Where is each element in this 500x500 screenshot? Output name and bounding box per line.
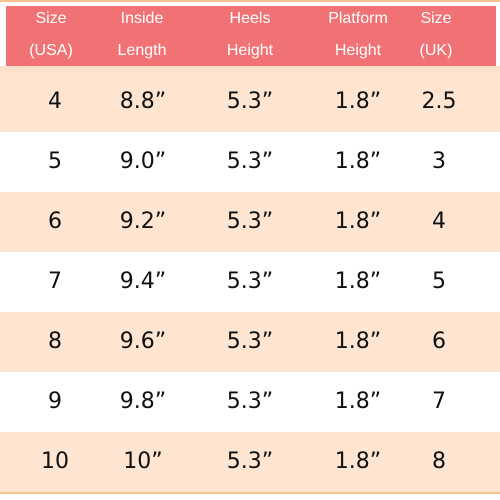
cell-platform-height: 1.8” <box>334 209 382 234</box>
cell-platform-height: 1.8” <box>334 329 382 354</box>
header-label: Size <box>35 10 67 27</box>
table-row: 8 9.6” 5.3” 1.8” 6 <box>0 312 500 372</box>
cell-platform-height: 1.8” <box>334 449 382 474</box>
cell-size-uk: 8 <box>432 449 446 474</box>
top-border <box>0 0 500 2</box>
cell-heels-height: 5.3” <box>226 389 274 414</box>
cell-inside-length: 9.6” <box>119 329 167 354</box>
cell-heels-height: 5.3” <box>226 269 274 294</box>
table-row: 10 10” 5.3” 1.8” 8 <box>0 432 500 492</box>
cell-size-uk: 6 <box>432 329 446 354</box>
cell-inside-length: 8.8” <box>119 89 167 114</box>
header-inside-length: Inside Length <box>108 6 176 66</box>
bottom-border <box>0 492 500 494</box>
cell-platform-height: 1.8” <box>334 89 382 114</box>
cell-size-usa: 5 <box>48 149 62 174</box>
cell-heels-height: 5.3” <box>226 89 274 114</box>
header-platform-height: Platform Height <box>318 6 398 66</box>
cell-inside-length: 10” <box>123 449 163 474</box>
cell-inside-length: 9.0” <box>119 149 167 174</box>
header-label: Heels <box>229 10 271 27</box>
cell-inside-length: 9.4” <box>119 269 167 294</box>
header-size-uk: Size (UK) <box>408 6 464 66</box>
header-label: Platform <box>328 10 388 27</box>
cell-platform-height: 1.8” <box>334 389 382 414</box>
cell-size-usa: 6 <box>48 209 62 234</box>
cell-size-usa: 9 <box>48 389 62 414</box>
header-heels-height: Heels Height <box>212 6 288 66</box>
table-row: 5 9.0” 5.3” 1.8” 3 <box>0 132 500 192</box>
cell-size-usa: 7 <box>48 269 62 294</box>
table-row: 7 9.4” 5.3” 1.8” 5 <box>0 252 500 312</box>
header-label: (UK) <box>419 42 453 59</box>
table-row: 9 9.8” 5.3” 1.8” 7 <box>0 372 500 432</box>
header-label: (USA) <box>29 42 73 59</box>
cell-size-uk: 2.5 <box>421 89 457 114</box>
header-underline <box>0 66 500 72</box>
header-label: Height <box>334 42 382 59</box>
table-row: 6 9.2” 5.3” 1.8” 4 <box>0 192 500 252</box>
header-size-usa: Size (USA) <box>20 6 82 66</box>
table-header <box>6 6 496 66</box>
cell-inside-length: 9.2” <box>119 209 167 234</box>
header-label: Inside <box>120 10 164 27</box>
cell-inside-length: 9.8” <box>119 389 167 414</box>
cell-size-uk: 3 <box>432 149 446 174</box>
header-label: Length <box>117 42 167 59</box>
cell-size-usa: 10 <box>41 449 69 474</box>
table-row: 4 8.8” 5.3” 1.8” 2.5 <box>0 72 500 132</box>
cell-heels-height: 5.3” <box>226 209 274 234</box>
cell-platform-height: 1.8” <box>334 149 382 174</box>
cell-heels-height: 5.3” <box>226 329 274 354</box>
header-label: Size <box>420 10 452 27</box>
cell-size-usa: 4 <box>48 89 62 114</box>
cell-platform-height: 1.8” <box>334 269 382 294</box>
cell-heels-height: 5.3” <box>226 149 274 174</box>
header-label: Height <box>226 42 274 59</box>
cell-size-uk: 7 <box>432 389 446 414</box>
cell-size-usa: 8 <box>48 329 62 354</box>
cell-size-uk: 5 <box>432 269 446 294</box>
cell-size-uk: 4 <box>432 209 446 234</box>
cell-heels-height: 5.3” <box>226 449 274 474</box>
